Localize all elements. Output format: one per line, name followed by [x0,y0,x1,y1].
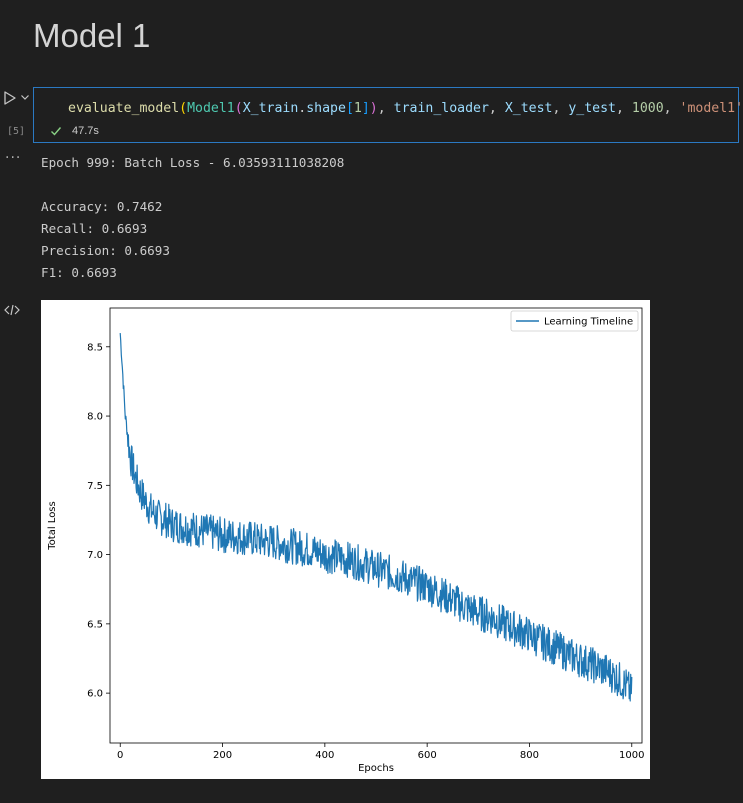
y-tick-label: 8.5 [87,342,103,353]
code-token: , [663,101,680,116]
legend-box [510,310,639,332]
execution-time: 47.7s [72,125,99,137]
y-tick-label: 7.0 [87,550,103,561]
code-token: ) [369,101,378,116]
code-token: . [298,101,307,116]
y-axis-label: Total Loss [47,501,58,550]
check-icon [51,127,62,136]
code-token: , [552,101,569,116]
x-tick-label: 0 [117,750,123,761]
code-token: X_test [504,101,553,116]
x-tick-label: 800 [520,750,539,761]
code-token: 1000 [631,101,664,116]
y-tick-label: 7.5 [87,481,103,492]
x-tick-label: 600 [418,750,437,761]
play-icon[interactable] [2,90,18,106]
code-token: shape [306,101,346,116]
chevron-down-icon[interactable] [20,92,30,102]
output-line: F1: 0.6693 [41,265,117,280]
code-cell-editor[interactable]: evaluate_model(Model1(X_train.shape[1]),… [33,87,743,143]
output-line: Accuracy: 0.7462 [41,199,163,214]
output-line: Recall: 0.6693 [41,221,148,236]
code-token: , [615,101,632,116]
code-token: 'model1' [679,101,743,116]
y-tick-label: 6.0 [87,689,103,700]
code-token: 1 [353,101,362,116]
code-token: train_loader [393,101,489,116]
legend-label: Learning Timeline [544,317,633,328]
code-token: ( [234,101,243,116]
code-line[interactable]: evaluate_model(Model1(X_train.shape[1]),… [68,100,743,118]
ellipsis-icon[interactable]: ··· [5,150,22,166]
plot-frame [109,307,643,744]
x-tick-label: 1000 [619,750,644,761]
code-token: X_train [242,101,299,116]
x-axis-label: Epochs [358,763,394,774]
series-line-learning-timeline [119,333,633,702]
code-token: [ [345,101,354,116]
code-token: ( [179,101,188,116]
code-token: , [377,101,394,116]
x-tick-label: 200 [213,750,232,761]
code-token: y_test [568,101,616,116]
code-token: evaluate_model [68,101,180,116]
x-tick-label: 400 [315,750,334,761]
cell-status: 47.7s [50,125,99,137]
code-token: , [488,101,505,116]
output-line [41,174,344,196]
loss-chart: 0 200 400 600 800 1000 6.0 6.5 7.0 7.5 8.0 8.5 Epoch… [47,307,644,774]
code-token: ] [361,101,370,116]
output-line: Epoch 999: Batch Loss - 6.03593111038208 [41,155,345,170]
cell-output-text: Epoch 999: Batch Loss - 6.03593111038208… [41,152,344,284]
y-tick-label: 6.5 [87,619,103,630]
plot-output: 0 200 400 600 800 1000 6.0 6.5 7.0 7.5 8.0 8.5 Epoch… [41,300,650,779]
code-token: Model1 [187,101,235,116]
output-line: Precision: 0.6693 [41,243,170,258]
execution-count: [5] [7,126,26,137]
markdown-heading: Model 1 [33,17,151,54]
code-icon[interactable] [4,304,20,316]
y-tick-label: 8.0 [87,412,103,423]
